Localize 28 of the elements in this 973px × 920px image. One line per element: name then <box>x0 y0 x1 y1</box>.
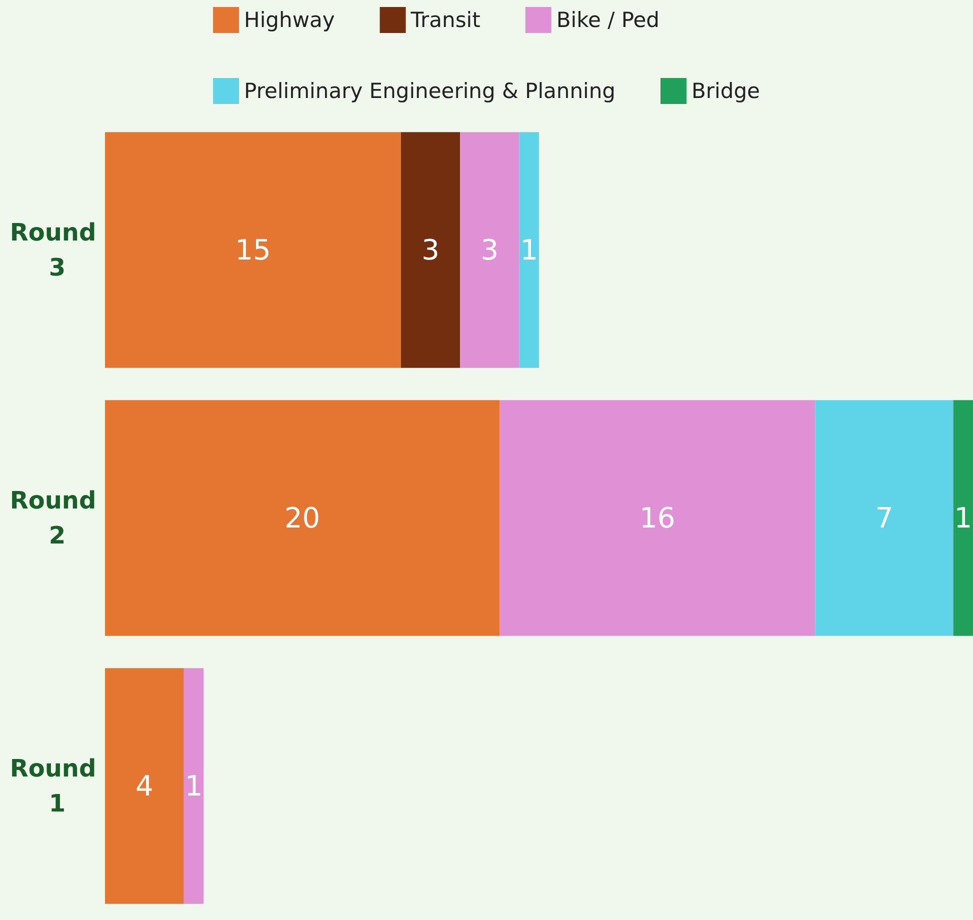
bar <box>519 132 539 368</box>
bar <box>953 400 973 636</box>
bar <box>400 132 460 368</box>
bar <box>105 668 184 904</box>
bar <box>500 400 816 636</box>
legend-label: Preliminary Engineering & Planning <box>244 79 616 103</box>
data-label: 3 <box>480 234 499 266</box>
data-label: 16 <box>640 502 676 534</box>
legend-label: Bike / Ped <box>556 8 660 32</box>
data-label: 15 <box>235 234 271 266</box>
data-label: 4 <box>136 770 154 802</box>
legend-label: Highway <box>244 8 335 32</box>
bar <box>460 132 520 368</box>
y-tick-label: Round 1 <box>10 754 96 818</box>
data-label: 1 <box>184 770 203 802</box>
legend-label: Bridge <box>691 79 760 103</box>
bar <box>105 132 401 368</box>
legend-label: Transit <box>410 8 480 32</box>
data-label: 7 <box>875 502 894 534</box>
y-tick-label: Round 3 <box>10 218 96 282</box>
bar <box>815 400 954 636</box>
bar <box>105 400 500 636</box>
bar <box>184 668 204 904</box>
data-label: 1 <box>954 502 972 534</box>
data-label: 3 <box>422 234 440 266</box>
data-label: 1 <box>520 234 538 266</box>
y-tick-label: Round 2 <box>10 486 96 550</box>
data-label: 20 <box>284 502 320 534</box>
